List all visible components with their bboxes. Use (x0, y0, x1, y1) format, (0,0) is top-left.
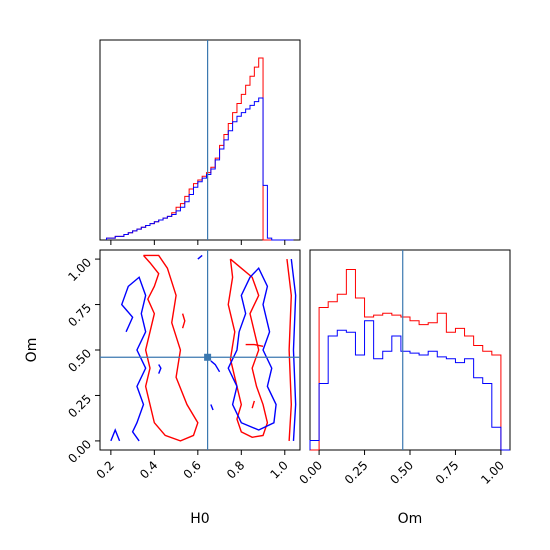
om-hist-series-0 (310, 269, 510, 451)
om-hist-xtick-label-2: 0.50 (387, 458, 416, 487)
contour-xtick-label-4: 1.0 (268, 458, 291, 481)
contour-0-5 (251, 400, 256, 409)
h0-hist-series-1 (106, 97, 294, 241)
contour-xtick-label-3: 0.8 (224, 458, 247, 481)
contour-1-6 (210, 404, 214, 411)
truth-marker (204, 353, 212, 361)
contour-xtick-label-2: 0.6 (181, 458, 204, 481)
om-hist-xtick-label-3: 0.75 (433, 458, 462, 487)
contour-ytick-label-3: 0.75 (65, 301, 94, 330)
contour-xtick-label-1: 0.4 (137, 458, 160, 481)
contour-1-1 (158, 364, 162, 374)
x-axis-label-om: Om (398, 511, 423, 527)
om-hist-xtick-label-0: 0.00 (296, 458, 325, 487)
panel-om-histogram: 0.00 0.25 0.50 0.75 1.00 Om (296, 249, 511, 527)
panel-h0-om-contour: 0.2 0.4 0.6 0.8 1.0 0.000.250.500.751.00 H0 … (24, 249, 301, 527)
axes-frame-contour (99, 249, 301, 451)
contour-1-7 (110, 428, 121, 442)
panel-h0-histogram (99, 39, 301, 245)
om-hist-xtick-label-4: 1.00 (478, 458, 507, 487)
axes-frame-om-hist (309, 249, 511, 451)
contour-1-5 (210, 360, 221, 373)
contour-1-4 (290, 259, 297, 441)
contour-0-4 (245, 343, 264, 348)
om-hist-xtick-label-1: 0.25 (342, 458, 371, 487)
contour-ytick-label-1: 0.25 (65, 392, 94, 421)
x-axis-label-h0: H0 (190, 511, 209, 527)
contour-ytick-label-2: 0.50 (65, 346, 94, 375)
contour-0-2 (286, 259, 293, 441)
axes-frame-h0-hist (99, 39, 301, 241)
contour-1-3 (227, 266, 277, 431)
contour-0-3 (181, 313, 186, 329)
contour-1-0 (120, 276, 147, 442)
contour-ytick-label-0: 0.00 (65, 437, 94, 466)
contour-0-1 (227, 258, 269, 439)
h0-hist-series-0 (106, 57, 294, 241)
contour-0-0 (142, 254, 199, 442)
contour-ytick-label-4: 1.00 (65, 255, 94, 284)
om-hist-series-1 (309, 320, 510, 451)
contour-xtick-label-0: 0.2 (94, 458, 117, 481)
contour-1-2 (197, 254, 203, 260)
y-axis-label-om: Om (24, 338, 40, 363)
